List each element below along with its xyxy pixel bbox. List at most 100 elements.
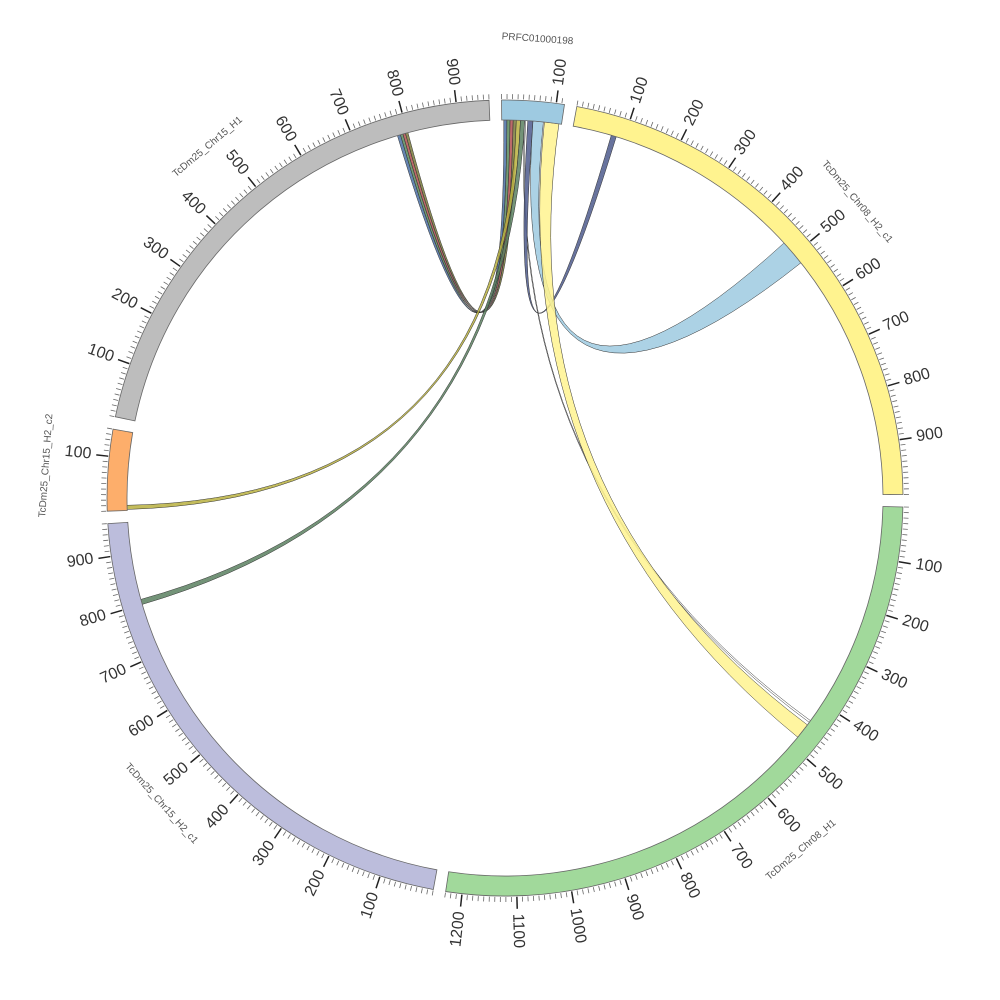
minor-tick	[141, 671, 147, 675]
minor-tick	[817, 745, 822, 750]
minor-tick	[640, 873, 643, 879]
minor-tick	[685, 853, 689, 859]
minor-tick	[640, 117, 643, 123]
minor-tick	[154, 695, 159, 700]
tick-label: 800	[383, 68, 406, 98]
minor-tick	[827, 259, 832, 264]
minor-tick	[897, 427, 903, 430]
minor-tick	[108, 572, 114, 575]
minor-tick	[111, 588, 117, 591]
tick-label: 1200	[447, 911, 468, 948]
segment-ring	[445, 506, 904, 897]
tick-label: 100	[64, 443, 92, 463]
minor-tick	[851, 297, 856, 301]
minor-tick	[830, 264, 835, 268]
minor-tick	[894, 411, 900, 413]
minor-tick	[848, 700, 854, 704]
minor-tick	[603, 884, 606, 890]
minor-tick	[549, 894, 551, 900]
tick-label: 500	[161, 759, 192, 789]
minor-tick	[292, 837, 296, 842]
minor-tick	[210, 771, 215, 776]
minor-tick	[337, 130, 341, 135]
major-tick	[169, 258, 181, 267]
minor-tick	[775, 790, 780, 795]
minor-tick	[863, 321, 869, 325]
minor-tick	[598, 105, 601, 111]
minor-tick	[405, 106, 408, 112]
tick-label: 600	[853, 255, 885, 284]
minor-tick	[868, 661, 874, 665]
tick-label: 300	[731, 127, 760, 159]
tick-label: 100	[358, 890, 383, 921]
major-tick	[675, 858, 683, 870]
minor-tick	[192, 750, 197, 755]
minor-tick	[363, 119, 366, 125]
minor-tick	[455, 893, 457, 900]
minor-tick	[592, 103, 595, 109]
major-tick	[273, 827, 282, 839]
minor-tick	[243, 189, 248, 194]
minor-tick	[671, 860, 674, 866]
minor-tick	[415, 887, 418, 893]
minor-tick	[449, 893, 452, 899]
minor-tick	[877, 352, 883, 355]
minor-tick	[404, 884, 407, 890]
minor-tick	[110, 409, 116, 412]
minor-tick	[438, 99, 441, 105]
minor-tick	[587, 102, 590, 108]
tick-label: 400	[178, 187, 209, 218]
minor-tick	[750, 811, 755, 817]
minor-tick	[783, 209, 788, 214]
minor-tick	[845, 705, 851, 709]
minor-tick	[175, 728, 180, 732]
minor-tick	[897, 566, 903, 569]
minor-tick	[882, 368, 888, 371]
minor-tick	[665, 128, 669, 134]
major-tick	[344, 119, 351, 131]
minor-tick	[136, 330, 142, 334]
minor-tick	[134, 656, 140, 660]
minor-tick	[650, 869, 654, 875]
minor-tick	[705, 148, 709, 154]
minor-tick	[206, 767, 211, 771]
minor-tick	[238, 797, 243, 803]
minor-tick	[114, 393, 120, 396]
minor-tick	[260, 815, 264, 820]
major-tick	[555, 90, 559, 103]
minor-tick	[690, 140, 694, 146]
major-tick	[809, 232, 821, 242]
minor-tick	[719, 834, 723, 839]
minor-tick	[675, 132, 679, 138]
minor-tick	[836, 273, 842, 277]
minor-tick	[388, 880, 391, 886]
major-tick	[398, 100, 403, 113]
minor-tick	[650, 121, 654, 127]
minor-tick	[383, 878, 386, 884]
minor-tick	[655, 867, 659, 873]
minor-tick	[107, 567, 113, 569]
minor-tick	[373, 115, 377, 121]
minor-tick	[114, 599, 120, 602]
minor-tick	[368, 117, 371, 123]
minor-tick	[107, 427, 113, 430]
minor-tick	[550, 96, 552, 102]
tick-label: 100	[914, 556, 943, 577]
major-tick	[96, 454, 109, 457]
minor-tick	[700, 845, 704, 851]
minor-tick	[185, 249, 191, 254]
minor-tick	[215, 216, 220, 221]
minor-tick	[861, 316, 867, 320]
minor-tick	[103, 449, 109, 452]
minor-tick	[399, 883, 402, 889]
minor-tick	[422, 102, 424, 108]
major-tick	[129, 661, 142, 668]
minor-tick	[264, 818, 269, 824]
minor-tick	[680, 855, 684, 861]
minor-tick	[316, 850, 320, 856]
minor-tick	[645, 871, 649, 877]
minor-tick	[709, 151, 714, 157]
minor-tick	[795, 221, 800, 226]
minor-tick	[890, 599, 896, 602]
minor-tick	[247, 185, 252, 191]
